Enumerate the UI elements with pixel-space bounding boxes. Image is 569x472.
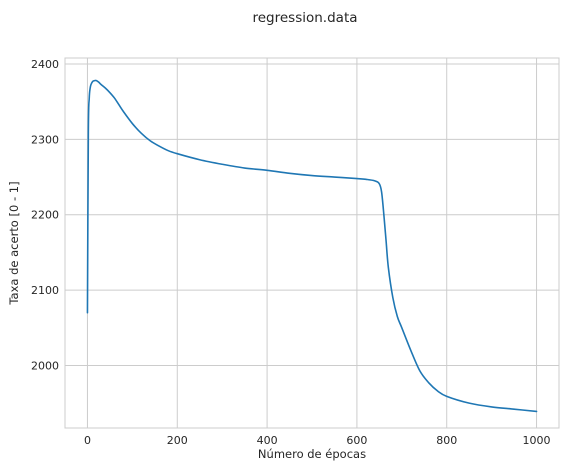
y-tick-label: 2100 <box>31 284 59 297</box>
plot-frame <box>64 57 560 429</box>
x-axis-title: Número de épocas <box>258 447 366 461</box>
x-tick-label: 400 <box>257 434 278 447</box>
x-tick-label: 0 <box>84 434 91 447</box>
chart-title: regression.data <box>252 10 357 26</box>
grid <box>65 58 559 428</box>
series-layer <box>86 79 538 413</box>
y-tick-label: 2000 <box>31 359 59 372</box>
x-tick-label: 1000 <box>523 434 551 447</box>
x-tick-label: 800 <box>436 434 457 447</box>
y-axis-title: Taxa de acerto [0 - 1] <box>7 181 21 305</box>
x-tick-labels: 0 200 400 600 800 1000 <box>84 434 551 447</box>
y-tick-labels: 2000 2100 2200 2300 2400 <box>31 58 59 372</box>
series-line <box>86 79 538 413</box>
x-tick-label: 600 <box>346 434 367 447</box>
y-tick-label: 2400 <box>31 58 59 71</box>
y-tick-label: 2300 <box>31 133 59 146</box>
x-tick-label: 200 <box>167 434 188 447</box>
y-tick-label: 2200 <box>31 209 59 222</box>
